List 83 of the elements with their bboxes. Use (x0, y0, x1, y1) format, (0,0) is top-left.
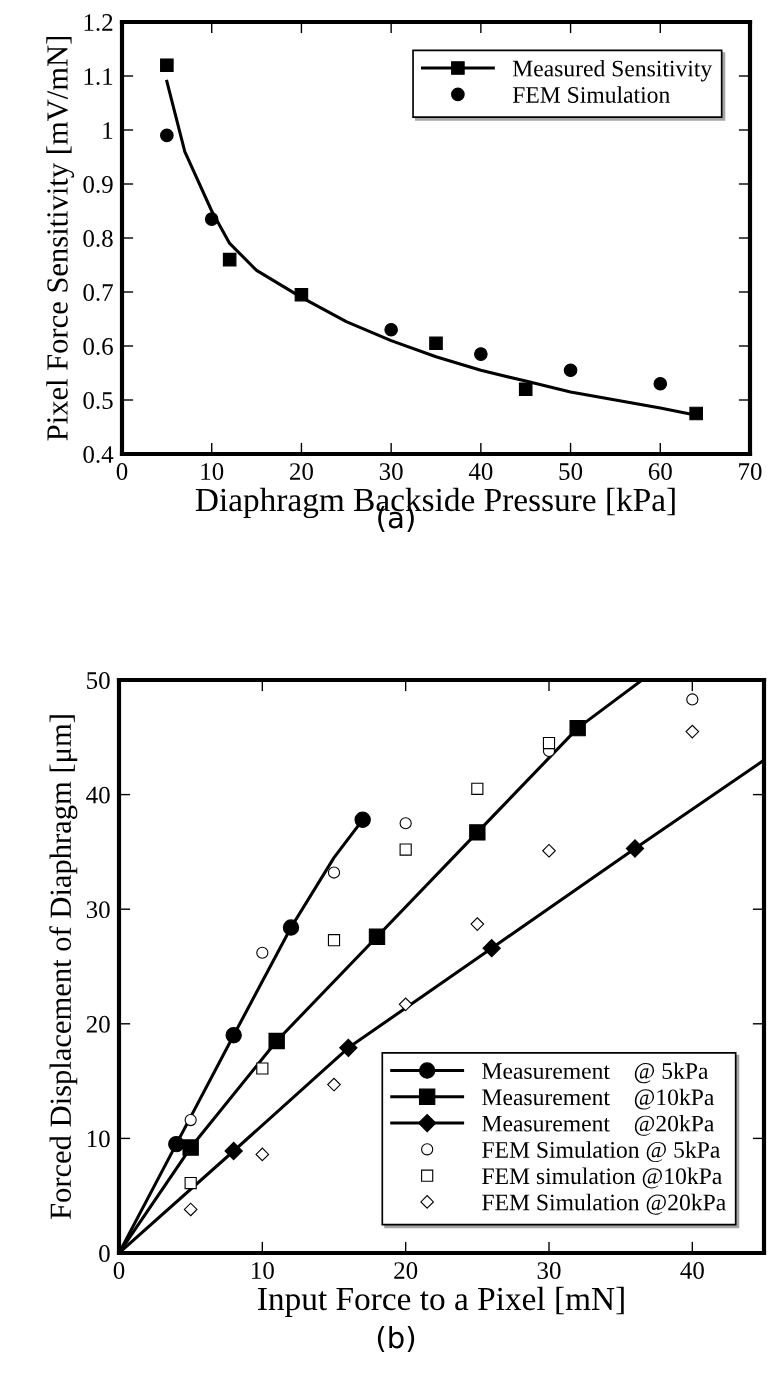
y-tick-label: 20 (86, 1015, 110, 1033)
x-tick-label: 40 (680, 1262, 704, 1279)
x-tick-label: 70 (739, 463, 762, 480)
point (327, 866, 341, 879)
point (482, 938, 501, 958)
point (542, 736, 556, 750)
point (160, 128, 174, 143)
point (282, 919, 300, 936)
point (225, 1027, 242, 1044)
legend-label: FEM simulation @10kPa (482, 1167, 722, 1189)
legend-label: Measurement @20kPa (482, 1114, 715, 1136)
y-tick-label: 0.6 (83, 338, 113, 356)
point (563, 363, 578, 378)
legend-label: FEM Simulation @ 5kPa (482, 1141, 720, 1163)
point (339, 1038, 358, 1058)
y-tick-label: 0.5 (83, 392, 113, 410)
point (182, 1139, 199, 1156)
y-tick-label: 1.1 (84, 68, 113, 86)
point (689, 406, 703, 421)
x-tick-label: 40 (468, 463, 493, 480)
y-tick-label: 40 (86, 786, 110, 804)
x-tick-label: 0 (113, 1262, 125, 1279)
point (399, 843, 412, 856)
point (625, 839, 645, 858)
text: (b) (377, 1325, 415, 1352)
point (268, 1032, 285, 1050)
point (222, 252, 237, 267)
y-tick-label: 0.4 (83, 446, 114, 464)
point (569, 719, 586, 737)
x-tick-label: 60 (648, 463, 672, 480)
legend-label: FEM Simulation @20kPa (482, 1193, 726, 1215)
y-axis-title: Forced Displacement of Diaphragm [μm] (49, 715, 78, 1220)
point (518, 382, 533, 397)
point (474, 347, 488, 361)
point (470, 917, 485, 931)
point (542, 843, 556, 858)
x-tick-label: 30 (537, 1262, 561, 1279)
legend-label: Measured Sensitivity (512, 59, 713, 82)
y-tick-label: 0.8 (83, 230, 113, 248)
legend-label: FEM Simulation (512, 86, 670, 103)
point (168, 1135, 185, 1153)
y-tick-label: 30 (86, 901, 110, 919)
y-tick-label: 0.9 (83, 176, 113, 194)
y-tick-label: 1.2 (84, 14, 113, 32)
point (160, 58, 174, 73)
point (686, 693, 699, 706)
x-tick-label: 50 (559, 463, 583, 480)
x-tick-label: 10 (201, 463, 224, 480)
point (398, 997, 413, 1012)
point (294, 287, 309, 302)
point (429, 336, 443, 351)
y-tick-label: 0 (99, 1245, 110, 1262)
x-tick-label: 20 (290, 463, 313, 480)
legend-label: Measurement @10kPa (482, 1088, 715, 1110)
point (327, 934, 341, 947)
x-tick-label: 20 (394, 1262, 418, 1279)
point (384, 322, 398, 337)
point (653, 376, 668, 391)
point (184, 1113, 197, 1127)
y-axis-title: Pixel Force Sensitivity [mV/mN] (46, 37, 75, 441)
point (256, 946, 269, 959)
point (368, 928, 386, 945)
point (204, 212, 219, 226)
x-tick-label: 0 (116, 463, 128, 480)
y-tick-label: 0.7 (83, 284, 113, 302)
point (685, 724, 700, 739)
x-tick-label: 10 (252, 1262, 274, 1279)
x-axis-title: Input Force to a Pixel [mN] (258, 1286, 624, 1318)
point (471, 782, 484, 795)
point (183, 1202, 198, 1217)
point (327, 1077, 341, 1092)
x-tick-label: 30 (379, 463, 403, 480)
y-tick-label: 50 (87, 672, 110, 689)
point (224, 1141, 243, 1161)
y-tick-label: 10 (87, 1130, 110, 1148)
point (255, 1147, 270, 1162)
point (354, 811, 371, 829)
point (184, 1176, 197, 1190)
point (399, 817, 412, 830)
point (256, 1062, 269, 1075)
point (469, 824, 486, 841)
y-tick-label: 1 (103, 122, 113, 139)
legend-label: Measurement @ 5kPa (482, 1062, 709, 1084)
